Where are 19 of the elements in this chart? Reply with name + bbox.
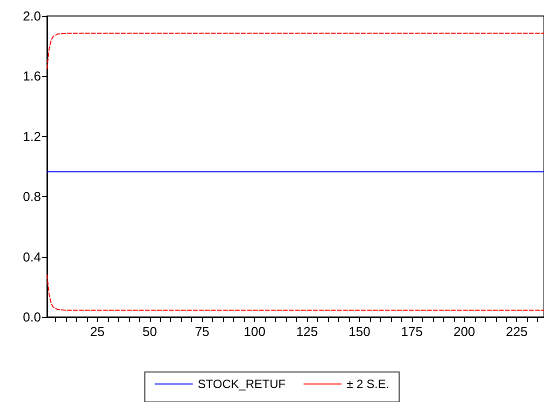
- line-series: [46, 274, 544, 311]
- legend-label: STOCK_RETUF: [198, 377, 286, 391]
- line-series: [46, 32, 544, 70]
- x-tick-label: 50: [142, 324, 157, 339]
- x-tick-label: 25: [90, 324, 105, 339]
- y-tick-label: 1.2: [22, 128, 41, 144]
- x-tick-label: 225: [506, 324, 528, 339]
- y-tick-label: 0.4: [22, 249, 41, 264]
- x-tick-label: 150: [348, 324, 370, 339]
- x-tick-label: 100: [244, 324, 266, 339]
- x-tick-label: 175: [401, 324, 423, 339]
- y-tick-label: 0.8: [22, 189, 41, 204]
- x-tick-label: 125: [296, 324, 318, 339]
- x-tick-label: 200: [453, 324, 476, 339]
- x-tick-label: 75: [194, 324, 210, 339]
- y-tick-label: 2.0: [22, 8, 41, 24]
- legend-label: ± 2 S.E.: [346, 377, 390, 391]
- y-tick-label: 0.0: [22, 310, 41, 324]
- y-tick-label: 1.6: [22, 68, 41, 84]
